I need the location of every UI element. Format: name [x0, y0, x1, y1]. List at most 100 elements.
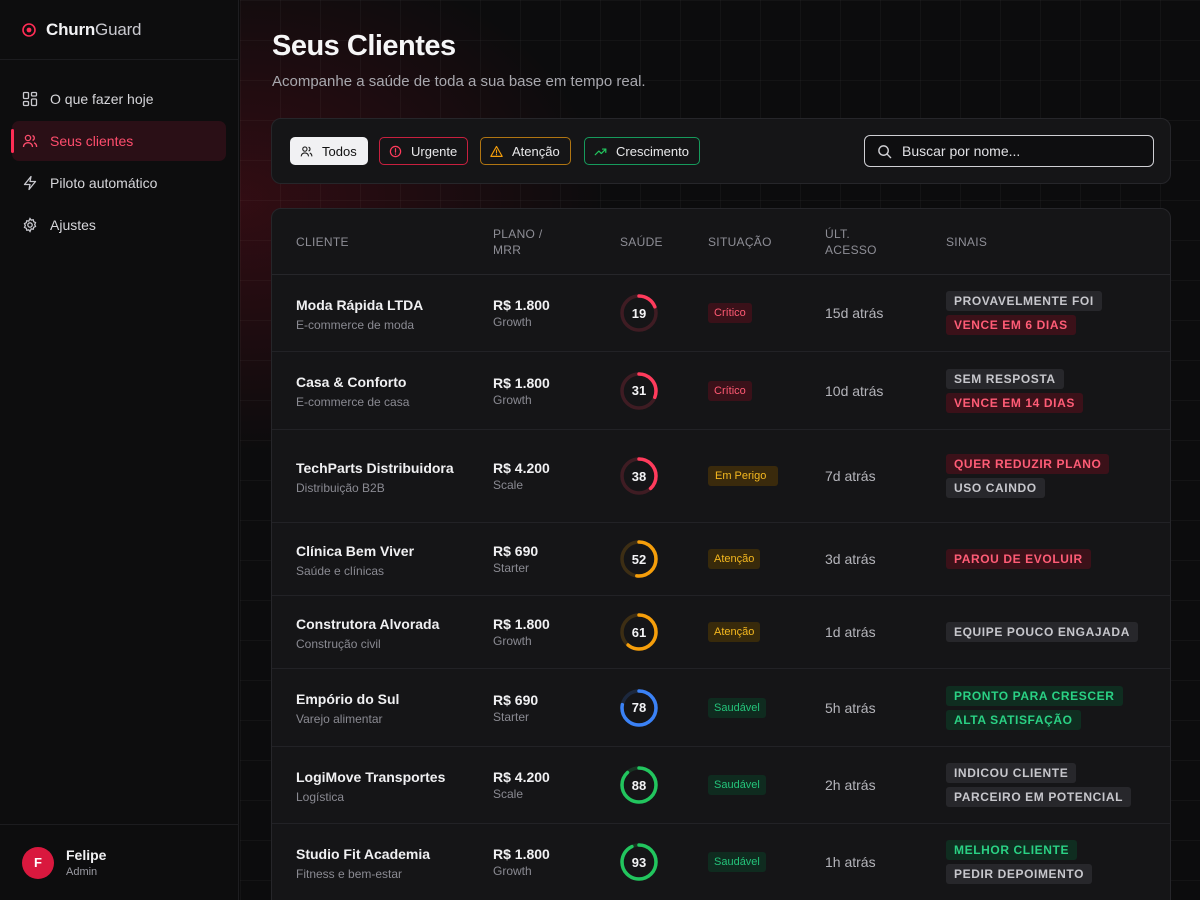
column-header-health[interactable]: SAÚDE [620, 235, 663, 249]
health-score-ring: 61 [618, 611, 660, 653]
status-badge: Crítico [708, 380, 752, 401]
signal-tag: EQUIPE POUCO ENGAJADA [946, 622, 1138, 642]
health-score-ring: 78 [618, 687, 660, 729]
signal-tag: SEM RESPOSTA [946, 368, 1064, 389]
filter-urgent-button[interactable]: Urgente [379, 137, 469, 165]
client-segment: E-commerce de casa [296, 395, 410, 409]
user-role: Admin [66, 866, 98, 878]
last-access: 1h atrás [825, 854, 876, 870]
column-header-plan[interactable]: PLANO / MRR [493, 227, 543, 257]
client-name[interactable]: Studio Fit Academia [296, 845, 431, 862]
table-row[interactable]: LogiMove Transportes Logística R$ 4.200 Sca… [272, 747, 1170, 824]
user-profile[interactable]: F Felipe Admin [0, 824, 239, 900]
sidebar-item-label: Seus clientes [50, 133, 134, 149]
last-access: 3d atrás [825, 551, 876, 567]
signal-tag: VENCE EM 14 DIAS [946, 392, 1083, 413]
warning-triangle-icon [490, 145, 503, 157]
brand-name: ChurnGuard [46, 19, 142, 39]
signal-tag: VENCE EM 6 DIAS [946, 315, 1076, 335]
column-header-last-access[interactable]: ÚLT. ACESSO [825, 227, 877, 257]
filter-bar: Todos Urgente Atenção Crescimento [271, 118, 1171, 184]
plan-mrr: R$ 1.800 [493, 616, 550, 632]
client-name[interactable]: Construtora Alvorada [296, 615, 440, 632]
table-row[interactable]: TechParts Distribuidora Distribuição B2B R… [272, 430, 1170, 523]
main-content: Seus Clientes Acompanhe a saúde de toda … [240, 0, 1200, 900]
search-input[interactable] [902, 143, 1142, 159]
sidebar-item-today[interactable]: O que fazer hoje [12, 79, 226, 119]
plan-name: Starter [493, 709, 530, 724]
sidebar-item-autopilot[interactable]: Piloto automático [12, 163, 226, 203]
client-name[interactable]: Moda Rápida LTDA [296, 296, 424, 313]
sidebar-item-settings[interactable]: Ajustes [12, 205, 226, 245]
search-box[interactable] [864, 135, 1154, 167]
client-segment: Saúde e clínicas [296, 563, 385, 578]
status-badge: Em Perigo [708, 466, 778, 486]
trending-up-icon [594, 147, 607, 155]
signal-tag: USO CAINDO [946, 478, 1045, 498]
table-body: Moda Rápida LTDA E-commerce de moda R$ 1.8… [272, 275, 1170, 900]
sidebar-nav: O que fazer hoje Seus clientes Piloto au… [0, 60, 238, 245]
table-row[interactable]: Clínica Bem Viver Saúde e clínicas R$ 690 S… [272, 523, 1170, 596]
clients-table: CLIENTE PLANO / MRR SAÚDE SITUAÇÃO ÚLT. … [271, 208, 1171, 900]
plan-mrr: R$ 690 [493, 543, 539, 559]
client-name[interactable]: Empório do Sul [296, 691, 400, 707]
sidebar: ChurnGuard O que fazer hoje Seus cliente… [0, 0, 239, 900]
signal-tag: PEDIR DEPOIMENTO [946, 864, 1093, 884]
signal-tag: PARCEIRO EM POTENCIAL [946, 787, 1132, 807]
client-name[interactable]: LogiMove Transportes [296, 768, 446, 785]
last-access: 2h atrás [825, 777, 876, 793]
signal-tag: PROVAVELMENTE FOI [946, 291, 1102, 311]
client-name[interactable]: Casa & Conforto [296, 374, 407, 390]
health-score: 78 [631, 700, 647, 715]
client-segment: Logística [296, 789, 345, 804]
filter-attention-button[interactable]: Atenção [480, 137, 571, 165]
health-score: 38 [631, 468, 647, 484]
logo-icon [22, 22, 36, 37]
last-access: 15d atrás [825, 305, 884, 321]
filter-label: Crescimento [616, 143, 689, 159]
column-header-client[interactable]: CLIENTE [296, 235, 349, 249]
signal-tag: MELHOR CLIENTE [946, 840, 1078, 860]
sidebar-item-label: Ajustes [50, 217, 96, 233]
sidebar-item-label: Piloto automático [50, 175, 158, 191]
brand[interactable]: ChurnGuard [0, 0, 238, 60]
client-name[interactable]: TechParts Distribuidora [296, 459, 454, 476]
filter-all-button[interactable]: Todos [290, 137, 368, 165]
client-name[interactable]: Clínica Bem Viver [296, 542, 415, 559]
health-score: 88 [631, 777, 647, 793]
last-access: 10d atrás [825, 382, 884, 399]
health-score-ring: 52 [618, 538, 660, 580]
health-score-ring: 88 [618, 764, 660, 806]
users-icon [300, 145, 313, 156]
signal-tag: PRONTO PARA CRESCER [946, 685, 1123, 706]
status-badge: Atenção [708, 549, 761, 569]
plan-name: Scale [493, 787, 524, 801]
health-score: 61 [631, 624, 647, 640]
signal-tag: INDICOU CLIENTE [946, 763, 1077, 783]
avatar: F [22, 846, 54, 879]
table-row[interactable]: Empório do Sul Varejo alimentar R$ 690 Star… [272, 669, 1170, 747]
page-title: Seus Clientes [272, 30, 456, 62]
sidebar-item-clients[interactable]: Seus clientes [11, 121, 226, 161]
filter-label: Atenção [512, 143, 560, 159]
filter-label: Urgente [411, 143, 458, 159]
table-row[interactable]: Moda Rápida LTDA E-commerce de moda R$ 1.8… [272, 275, 1170, 352]
table-row[interactable]: Studio Fit Academia Fitness e bem-estar R$… [272, 824, 1170, 900]
table-row[interactable]: Casa & Conforto E-commerce de casa R$ 1.80… [272, 352, 1170, 430]
column-header-signals[interactable]: SINAIS [946, 235, 988, 249]
health-score: 93 [631, 854, 647, 870]
column-header-status[interactable]: SITUAÇÃO [708, 235, 772, 249]
gear-icon [23, 217, 37, 233]
filter-growth-button[interactable]: Crescimento [584, 137, 700, 165]
plan-mrr: R$ 1.800 [493, 374, 550, 391]
plan-mrr: R$ 1.800 [493, 846, 550, 862]
dashboard-icon [22, 91, 38, 107]
client-segment: Construção civil [296, 636, 381, 651]
table-header: CLIENTE PLANO / MRR SAÚDE SITUAÇÃO ÚLT. … [272, 209, 1170, 275]
status-badge: Crítico [708, 303, 752, 323]
bolt-icon [23, 175, 37, 191]
plan-name: Growth [493, 864, 532, 878]
signal-tag: QUER REDUZIR PLANO [946, 454, 1110, 474]
client-segment: Distribuição B2B [296, 480, 385, 495]
table-row[interactable]: Construtora Alvorada Construção civil R$ 1… [272, 596, 1170, 669]
